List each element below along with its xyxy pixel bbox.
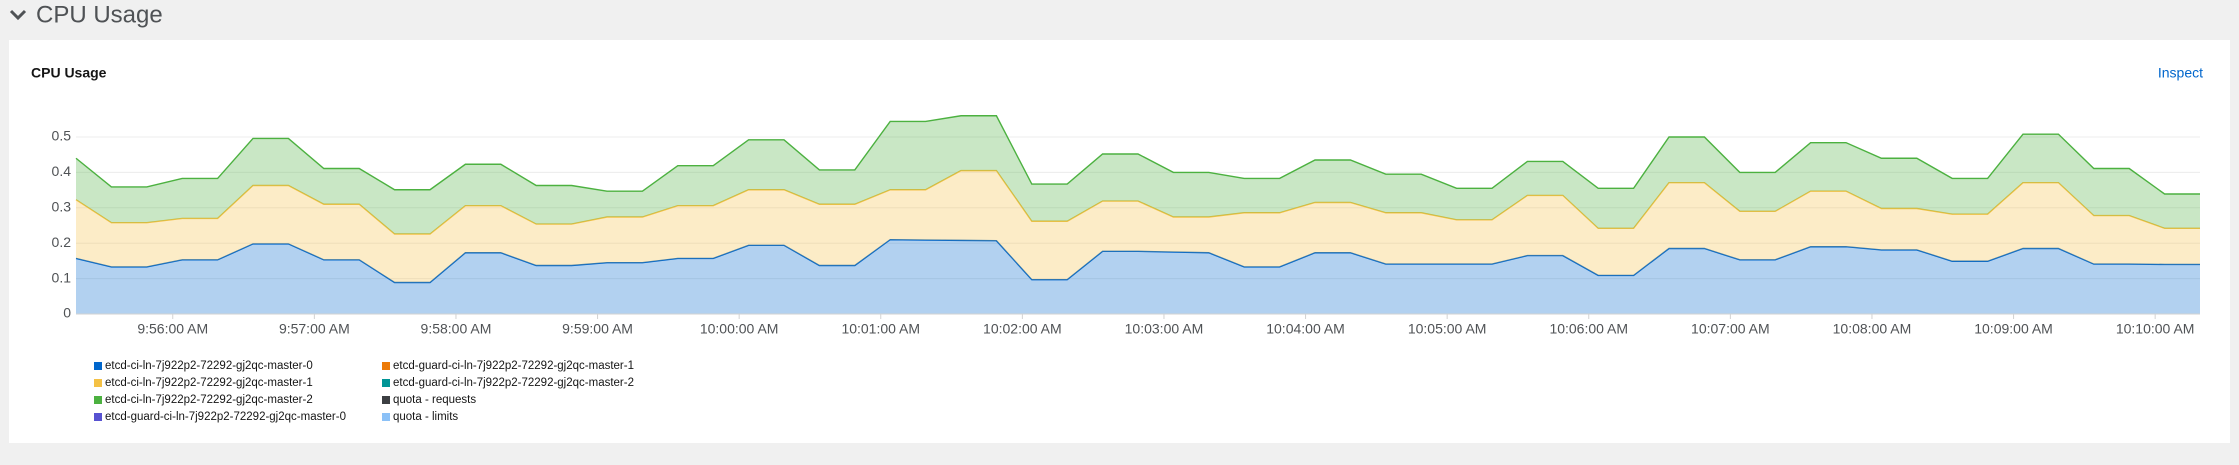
legend-label: etcd-ci-ln-7j922p2-72292-gj2qc-master-2 xyxy=(105,394,313,406)
legend-swatch xyxy=(382,379,390,387)
y-tick-label: 0.4 xyxy=(52,163,72,179)
legend-swatch xyxy=(94,396,102,404)
area-line xyxy=(75,238,2200,284)
x-tick-label: 10:07:00 AM xyxy=(1691,321,1770,337)
x-tick-label: 9:59:00 AM xyxy=(562,321,633,337)
legend-swatch xyxy=(382,396,390,404)
legend-swatch xyxy=(94,362,102,370)
chart-title: CPU Usage xyxy=(31,65,107,81)
inspect-link[interactable]: Inspect xyxy=(2158,65,2203,81)
section-title: CPU Usage xyxy=(36,1,163,28)
x-tick-label: 10:06:00 AM xyxy=(1549,321,1628,337)
y-tick-label: 0 xyxy=(63,305,71,321)
legend-swatch xyxy=(382,362,390,370)
area-line xyxy=(75,169,2200,235)
x-tick-label: 10:05:00 AM xyxy=(1408,321,1487,337)
y-tick-label: 0.2 xyxy=(52,234,72,250)
x-tick-label: 9:58:00 AM xyxy=(421,321,492,337)
x-tick-label: 10:09:00 AM xyxy=(1974,321,2053,337)
legend-label: quota - requests xyxy=(393,394,476,406)
x-tick-label: 9:56:00 AM xyxy=(137,321,208,337)
x-tick-label: 10:08:00 AM xyxy=(1833,321,1912,337)
card xyxy=(9,40,2230,443)
area xyxy=(76,239,2200,314)
legend-label: etcd-guard-ci-ln-7j922p2-72292-gj2qc-mas… xyxy=(105,411,346,423)
x-tick-label: 10:00:00 AM xyxy=(700,321,779,337)
y-tick-label: 0.5 xyxy=(52,128,72,144)
legend-swatch xyxy=(94,413,102,421)
x-tick-label: 10:10:00 AM xyxy=(2116,321,2195,337)
legend-label: etcd-guard-ci-ln-7j922p2-72292-gj2qc-mas… xyxy=(393,377,634,389)
legend-label: etcd-ci-ln-7j922p2-72292-gj2qc-master-1 xyxy=(105,377,313,389)
area-line xyxy=(75,115,2200,195)
y-tick-label: 0.1 xyxy=(52,269,72,285)
area xyxy=(76,170,2200,283)
collapse-chevron[interactable] xyxy=(9,9,27,21)
legend-swatch xyxy=(382,413,390,421)
x-tick-label: 10:04:00 AM xyxy=(1266,321,1345,337)
legend-label: etcd-ci-ln-7j922p2-72292-gj2qc-master-0 xyxy=(105,360,313,372)
x-tick-label: 10:02:00 AM xyxy=(983,321,1062,337)
x-tick-label: 9:57:00 AM xyxy=(279,321,350,337)
legend-label: etcd-guard-ci-ln-7j922p2-72292-gj2qc-mas… xyxy=(393,360,634,372)
x-tick-label: 10:03:00 AM xyxy=(1125,321,1204,337)
x-tick-label: 10:01:00 AM xyxy=(841,321,920,337)
y-tick-label: 0.3 xyxy=(52,199,72,215)
legend-swatch xyxy=(94,379,102,387)
legend-label: quota - limits xyxy=(393,411,458,423)
area xyxy=(76,115,2200,234)
